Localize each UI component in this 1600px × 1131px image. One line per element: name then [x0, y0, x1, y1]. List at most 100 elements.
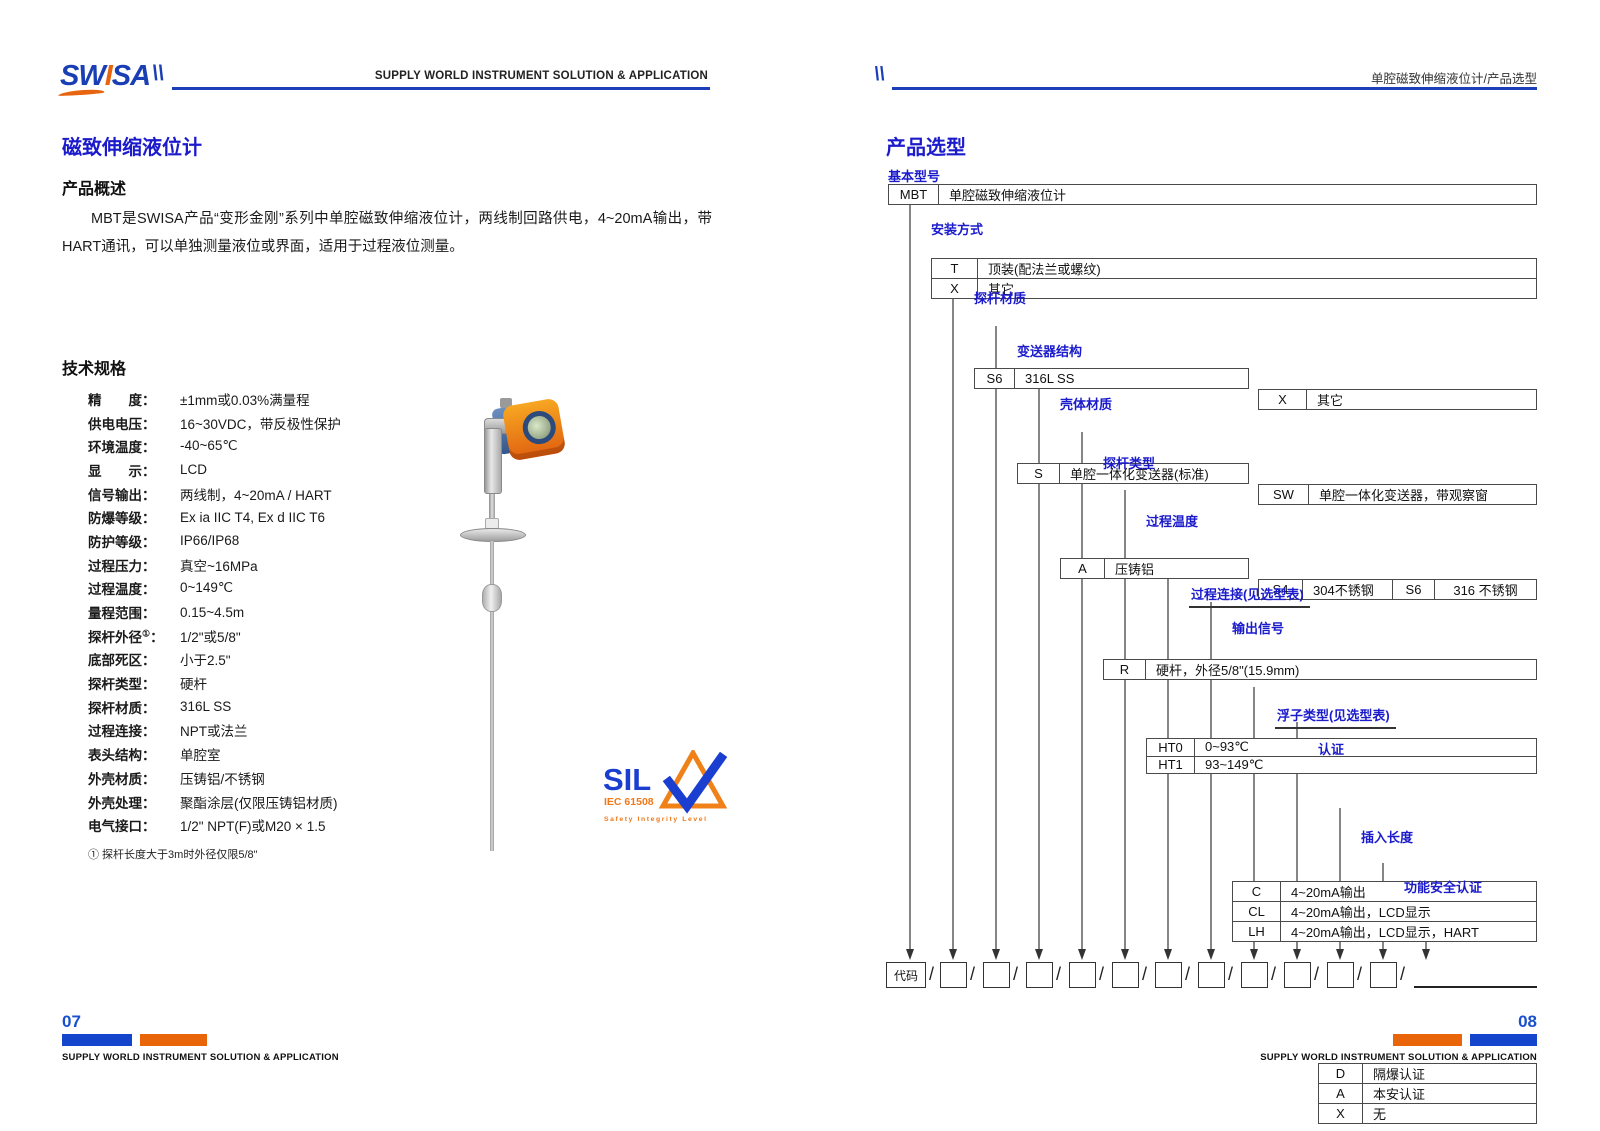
- section-label-base-model: 基本型号: [888, 169, 941, 184]
- code-cell: MBT: [888, 184, 939, 205]
- code-separator: /: [1013, 964, 1019, 984]
- code-box-probe-type[interactable]: [1112, 962, 1139, 988]
- desc-cell: 顶装(配法兰或螺纹): [977, 258, 1537, 279]
- spec-row: 表头结构： 单腔室: [88, 748, 221, 764]
- code-separator: /: [970, 964, 976, 984]
- spec-row: 供电电压： 16~30VDC，带反极性保护: [88, 416, 341, 432]
- desc-cell: 其它: [977, 278, 1537, 299]
- code-separator: /: [1357, 964, 1363, 984]
- spec-row: 外壳材质： 压铸铝/不锈钢: [88, 771, 265, 787]
- spec-row: 防护等级： IP66/IP68: [88, 533, 240, 550]
- code-cell: SW: [1258, 484, 1309, 505]
- table-transmitter-structure-window: SW 单腔一体化变送器，带观察窗: [1258, 484, 1537, 505]
- desc-cell: 无: [1362, 1103, 1537, 1124]
- table-probe-material: S6 316L SS: [974, 368, 1249, 389]
- code-box-certification[interactable]: [1327, 962, 1354, 988]
- code-box-output-signal[interactable]: [1241, 962, 1268, 988]
- sil-standard-label: IEC 61508: [604, 796, 654, 808]
- table-transmitter-structure: S 单腔一体化变送器(标准): [1017, 463, 1249, 484]
- code-separator: /: [1271, 964, 1277, 984]
- section-label-transmitter-structure: 变送器结构: [1017, 344, 1083, 359]
- table-housing-material: A 压铸铝: [1060, 558, 1249, 579]
- code-cell: HT1: [1146, 755, 1195, 774]
- float-type-link[interactable]: 浮子类型(见选型表): [1275, 705, 1396, 729]
- float: [482, 584, 502, 612]
- probe-rod: [490, 541, 494, 851]
- code-cell: A: [1318, 1083, 1363, 1104]
- code-box-process-temperature[interactable]: [1155, 962, 1182, 988]
- desc-cell: 其它: [1306, 389, 1537, 410]
- code-cell: X: [1258, 389, 1307, 410]
- table-mounting: T 顶装(配法兰或螺纹) X 其它: [931, 258, 1537, 299]
- table-base-model: MBT 单腔磁致伸缩液位计: [888, 184, 1537, 205]
- overview-paragraph: MBT是SWISA产品“变形金刚”系列中单腔磁致伸缩液位计，两线制回路供电，4~…: [62, 211, 712, 255]
- header-slashes-icon: \\: [152, 62, 164, 85]
- spec-row: 过程压力： 真空~16MPa: [88, 558, 258, 574]
- spec-row: 显 示： LCD: [88, 462, 208, 479]
- section-label-functional-safety: 功能安全认证: [1404, 880, 1483, 895]
- desc-cell: 316L SS: [1014, 368, 1249, 389]
- code-box-transmitter-structure[interactable]: [1026, 962, 1053, 988]
- desc-cell: 0~93℃: [1194, 738, 1537, 757]
- process-connection-link[interactable]: 过程连接(见选型表): [1189, 584, 1310, 608]
- code-cell: LH: [1232, 921, 1281, 942]
- code-box-float-type[interactable]: [1284, 962, 1311, 988]
- page-title-right: 产品选型: [886, 137, 966, 159]
- spec-row: 量程范围： 0.15~4.5m: [88, 604, 245, 622]
- desc-cell: 单腔一体化变送器，带观察窗: [1308, 484, 1537, 505]
- code-separator: /: [1185, 964, 1191, 984]
- section-label-certification: 认证: [1318, 742, 1345, 757]
- code-cell: CL: [1232, 901, 1281, 922]
- desc-cell: 隔爆认证: [1362, 1063, 1537, 1084]
- spec-row: 外壳处理： 聚酯涂层(仅限压铸铝材质): [88, 795, 338, 811]
- section-label-process-temperature: 过程温度: [1146, 514, 1199, 529]
- code-cell: X: [1318, 1103, 1363, 1124]
- code-box-functional-safety[interactable]: [1370, 962, 1397, 988]
- spec-row: 探杆外径①： 1/2"或5/8": [88, 628, 241, 645]
- header-tagline: SUPPLY WORLD INSTRUMENT SOLUTION & APPLI…: [374, 70, 708, 82]
- code-box-mounting[interactable]: [940, 962, 967, 988]
- code-cell: S4: [1258, 579, 1303, 600]
- section-label-probe-type: 探杆类型: [1103, 456, 1156, 471]
- section-label-insertion-length: 插入长度: [1361, 830, 1414, 845]
- table-probe-material-other: X 其它: [1258, 389, 1537, 410]
- table-output-signal: C 4~20mA输出 CL 4~20mA输出，LCD显示 LH 4~20mA输出，LC…: [1232, 881, 1537, 942]
- desc-cell: 4~20mA输出，LCD显示: [1280, 901, 1537, 922]
- code-box-probe-material[interactable]: [983, 962, 1010, 988]
- spec-row: 信号输出： 两线制，4~20mA / HART: [88, 487, 332, 503]
- specs-heading: 技术规格: [62, 361, 127, 378]
- spec-row: 探杆类型： 硬杆: [88, 677, 207, 693]
- footer-tagline-left: SUPPLY WORLD INSTRUMENT SOLUTION & APPLI…: [62, 1052, 339, 1063]
- spec-row: 探杆材质： 316L SS: [88, 699, 232, 716]
- desc-cell: 本安认证: [1362, 1083, 1537, 1104]
- code-box-process-connection[interactable]: [1198, 962, 1225, 988]
- spec-row: 防爆等级： Ex ia IIC T4, Ex d IIC T6: [88, 509, 326, 527]
- spec-row: 底部死区： 小于2.5": [88, 653, 231, 669]
- code-separator: /: [1099, 964, 1105, 984]
- desc-cell: 压铸铝: [1104, 558, 1249, 579]
- section-label-output-signal: 输出信号: [1232, 621, 1285, 636]
- code-cell: C: [1232, 881, 1281, 902]
- section-label-housing-material: 壳体材质: [1060, 397, 1113, 412]
- specs-footnote: ① 探杆长度大于3m时外径仅限5/8": [88, 849, 258, 861]
- header-title-right: 单腔磁致伸缩液位计/产品选型: [1371, 72, 1537, 86]
- code-box-housing-material[interactable]: [1069, 962, 1096, 988]
- logo-wordmark: SWISA: [60, 60, 151, 92]
- page-number-right: 08: [1518, 1012, 1537, 1031]
- footer-bar-blue-right: [1470, 1034, 1537, 1046]
- sil-wordmark: SIL: [603, 762, 652, 797]
- desc-cell: 4~20mA输出，LCD显示，HART: [1280, 921, 1537, 942]
- spec-row: 过程连接： NPT或法兰: [88, 724, 248, 740]
- insertion-length-write-in-line[interactable]: [1414, 962, 1537, 988]
- desc-cell: 93~149℃: [1194, 755, 1537, 774]
- code-separator: /: [929, 964, 935, 984]
- page-number-left: 07: [62, 1012, 81, 1031]
- product-photo: [440, 397, 600, 858]
- desc-cell: 单腔磁致伸缩液位计: [938, 184, 1537, 205]
- code-cell: R: [1103, 659, 1146, 680]
- code-cell: A: [1060, 558, 1105, 579]
- section-label-mounting: 安装方式: [931, 222, 984, 237]
- code-cell: S6: [974, 368, 1015, 389]
